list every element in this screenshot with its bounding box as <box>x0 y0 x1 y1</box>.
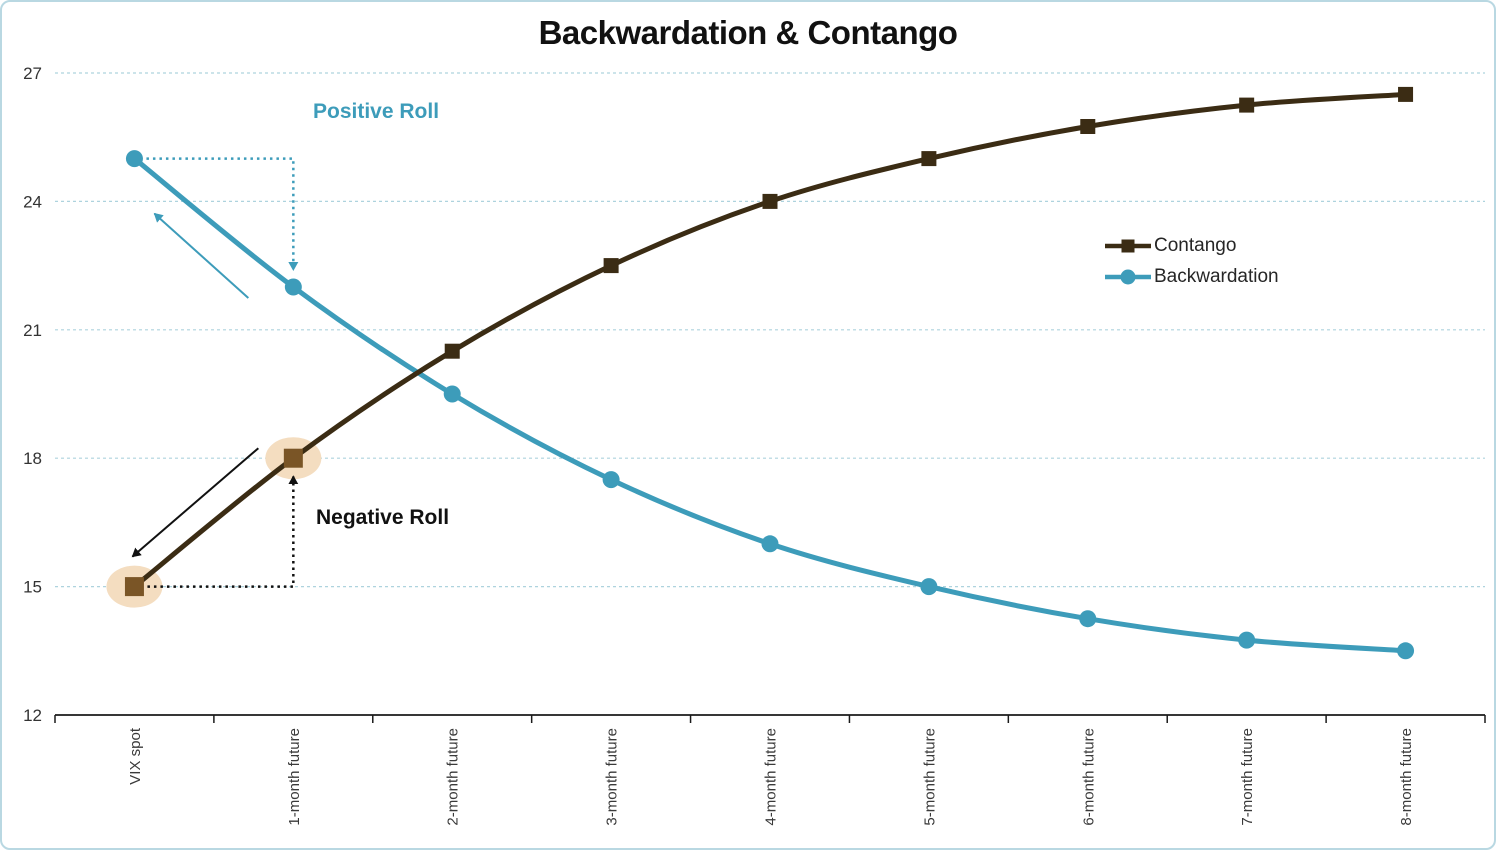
legend-item-backwardation: Backwardation <box>1105 266 1279 288</box>
backwardation-marker <box>284 278 302 296</box>
legend-label: Backwardation <box>1154 266 1279 287</box>
x-tick-label: 5-month future <box>921 728 938 826</box>
x-tick-label: 3-month future <box>604 728 621 826</box>
legend-marker <box>1120 269 1136 285</box>
positive-roll-label: Positive Roll <box>313 100 440 123</box>
backwardation-line <box>132 156 1406 654</box>
backwardation-marker <box>443 385 461 403</box>
backwardation-marker <box>761 535 779 553</box>
backwardation-marker <box>125 150 143 168</box>
contango-marker <box>283 448 303 468</box>
contango-marker <box>1239 97 1255 113</box>
x-tick-label: 7-month future <box>1239 728 1256 826</box>
backwardation-marker <box>1079 610 1097 628</box>
backwardation-marker <box>1397 642 1415 660</box>
legend: Contango Backwardation <box>1105 235 1279 288</box>
contango-marker <box>1080 119 1096 134</box>
contango-marker <box>1398 86 1414 102</box>
negative-roll-label: Negative Roll <box>316 506 450 529</box>
backwardation-marker <box>1238 631 1256 649</box>
contango-marker <box>603 258 619 274</box>
y-tick-label: 24 <box>23 192 42 211</box>
backwardation-marker <box>920 578 938 596</box>
contango-line <box>132 91 1406 589</box>
x-tick-label: 8-month future <box>1398 728 1415 826</box>
contango-marker <box>444 343 460 359</box>
y-tick-label: 27 <box>23 64 42 83</box>
contango-marker <box>762 193 778 209</box>
y-tick-label: 21 <box>23 321 42 340</box>
y-tick-label: 12 <box>23 706 42 725</box>
y-tick-label: 18 <box>23 449 42 468</box>
x-tick-label: 2-month future <box>445 728 462 826</box>
negative-roll-arrow <box>131 447 259 558</box>
legend-label: Contango <box>1154 235 1237 256</box>
x-tick-label: VIX spot <box>127 727 144 785</box>
chart-title: Backwardation & Contango <box>538 14 958 51</box>
backwardation-marker <box>602 471 620 489</box>
legend-square-swatch <box>1105 239 1151 253</box>
legend-marker <box>1121 239 1135 253</box>
negative-roll-dotted-path <box>147 475 299 588</box>
x-tick-label: 6-month future <box>1080 728 1097 826</box>
legend-circle-swatch <box>1105 269 1151 285</box>
legend-item-contango: Contango <box>1105 235 1279 257</box>
positive-roll-arrow <box>153 212 250 299</box>
contango-marker <box>921 151 937 167</box>
y-tick-label: 15 <box>23 578 42 597</box>
contango-marker <box>124 577 144 597</box>
positive-roll-dotted-path <box>146 157 299 271</box>
x-tick-label: 4-month future <box>763 728 780 826</box>
x-tick-label: 1-month future <box>286 728 303 826</box>
